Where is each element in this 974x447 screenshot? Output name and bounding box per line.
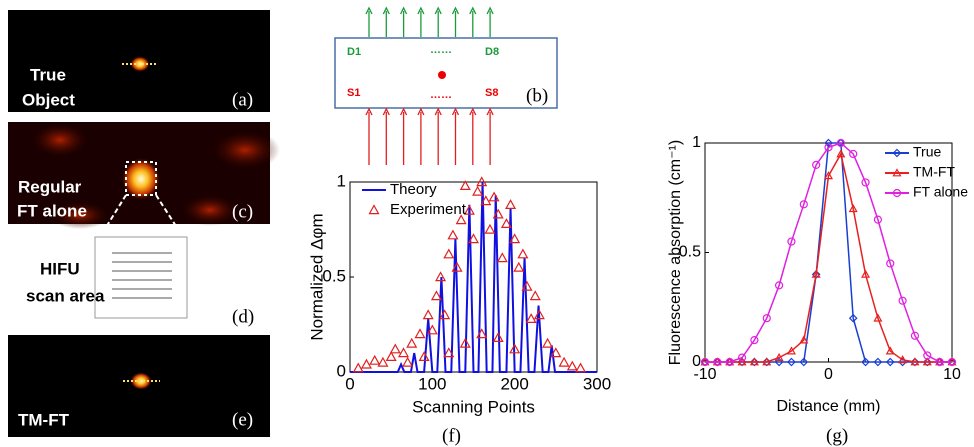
marker — [568, 362, 577, 370]
detector-label: D8 — [485, 46, 499, 58]
panel-b: D1 …… D8 S1 …… S8 (b) — [335, 8, 557, 165]
blob — [180, 194, 240, 226]
marker — [391, 345, 400, 353]
x-tick-label: 10 — [943, 366, 961, 383]
panel-text: FT alone — [17, 201, 87, 220]
marker — [560, 358, 569, 366]
marker — [473, 187, 482, 195]
detector-label: D1 — [347, 46, 361, 58]
y-axis-label: Normalized Δφm — [307, 213, 326, 340]
marker — [440, 311, 449, 319]
panel-e: TM-FT (e) — [8, 335, 270, 437]
marker — [354, 364, 363, 372]
panel-c: Regular FT alone (c) — [8, 122, 280, 229]
marker — [498, 254, 507, 262]
marker — [407, 339, 416, 347]
marker — [362, 360, 371, 368]
series-line — [350, 182, 597, 372]
legend-marker — [370, 206, 379, 214]
scan-box — [95, 237, 187, 318]
source-label: S8 — [485, 87, 498, 99]
legend-label: Experiment — [390, 201, 467, 218]
figure: True Object (a) Regular FT alone (c) HIF… — [0, 0, 974, 447]
marker — [399, 349, 408, 357]
marker — [514, 263, 523, 271]
blob — [30, 122, 90, 158]
x-axis-label: Scanning Points — [412, 397, 535, 416]
marker — [518, 250, 527, 258]
x-tick-label: 0 — [824, 366, 833, 383]
marker — [378, 358, 387, 366]
marker — [461, 181, 470, 189]
page: { "panels": { "a": {"label": "(a)", "tex… — [0, 0, 974, 447]
panel-text: True — [30, 65, 66, 84]
marker — [403, 358, 412, 366]
ellipsis: …… — [430, 44, 452, 56]
panel-a: True Object (a) — [8, 10, 270, 112]
y-tick-label: 1 — [692, 134, 701, 151]
x-tick-label: -10 — [693, 366, 716, 383]
marker — [506, 200, 515, 208]
marker — [527, 314, 536, 322]
target — [438, 71, 446, 79]
y-axis-label: Fluorescence absorption (cm⁻¹) — [667, 140, 684, 365]
source-label: S1 — [347, 87, 360, 99]
y-tick-label: 1 — [337, 171, 346, 190]
panel-text: HIFU — [40, 259, 80, 278]
panel-label: (c) — [232, 201, 253, 222]
marker — [444, 250, 453, 258]
x-tick-label: 100 — [418, 374, 446, 393]
ellipsis: …… — [430, 89, 452, 101]
panel-text: scan area — [26, 286, 105, 305]
marker — [415, 330, 424, 338]
panel-label: (d) — [232, 306, 254, 327]
marker — [424, 311, 433, 319]
marker — [543, 339, 552, 347]
panel-text: Regular — [18, 177, 82, 196]
legend-label: TM-FT — [913, 164, 955, 180]
marker — [448, 231, 457, 239]
legend-label: Theory — [390, 181, 437, 198]
x-axis-label: Distance (mm) — [776, 398, 880, 415]
panel-label: (e) — [232, 409, 253, 430]
panel-label: (a) — [232, 89, 253, 110]
marker — [485, 225, 494, 233]
panel-label: (g) — [826, 425, 848, 446]
panel-label: (f) — [442, 425, 461, 446]
panel-text: TM-FT — [18, 410, 70, 429]
marker — [531, 292, 540, 300]
panel-label: (b) — [526, 85, 548, 106]
x-tick-label: 0 — [345, 374, 354, 393]
marker — [576, 364, 585, 372]
marker — [490, 193, 499, 201]
legend-label: True — [913, 144, 941, 160]
legend-label: FT alone — [913, 184, 968, 200]
marker — [387, 352, 396, 360]
marker — [370, 356, 379, 364]
blob — [210, 130, 280, 170]
x-tick-label: 300 — [583, 374, 611, 393]
x-tick-label: 200 — [500, 374, 528, 393]
panel-text: Object — [22, 90, 75, 109]
